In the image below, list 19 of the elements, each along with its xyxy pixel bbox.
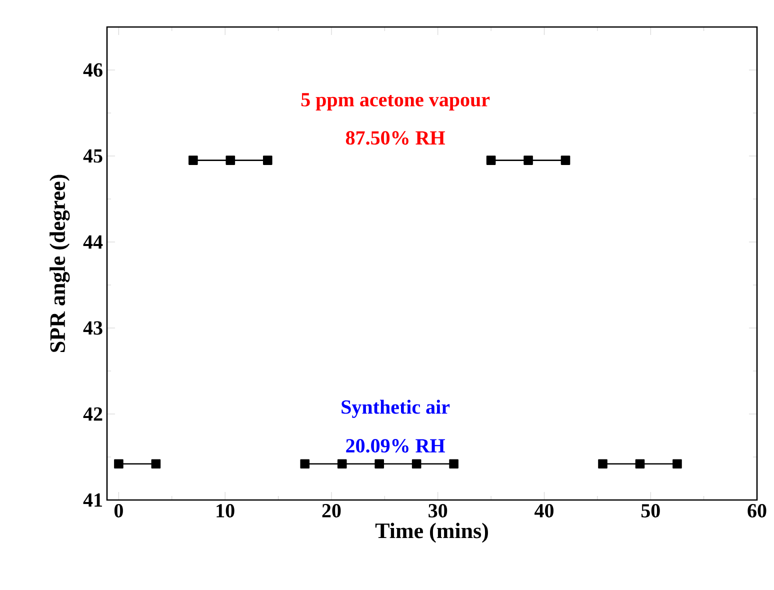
y-tick-label: 45 [83, 149, 102, 163]
x-tick-label: 50 [641, 504, 660, 518]
y-tick-label: 44 [83, 235, 103, 249]
x-tick-label: 0 [114, 504, 123, 518]
annotation: 5 ppm acetone vapour [301, 93, 490, 110]
y-axis-title: SPR angle (degree) [50, 174, 70, 352]
y-tick-label: 46 [83, 63, 102, 77]
annotation: 87.50% RH [346, 131, 445, 145]
x-axis-title: Time (mins) [375, 522, 488, 543]
y-tick-label: 42 [83, 407, 102, 421]
x-tick-label: 10 [216, 504, 234, 518]
x-tick-label: 40 [534, 504, 554, 518]
y-tick-label: 43 [83, 321, 102, 335]
annotation: Synthetic air [342, 400, 450, 418]
x-tick-label: 20 [322, 504, 341, 518]
annotation: 20.09% RH [346, 439, 445, 453]
y-tick-label: 41 [83, 493, 102, 507]
x-tick-label: 60 [748, 504, 766, 518]
x-tick-label: 30 [428, 504, 448, 518]
